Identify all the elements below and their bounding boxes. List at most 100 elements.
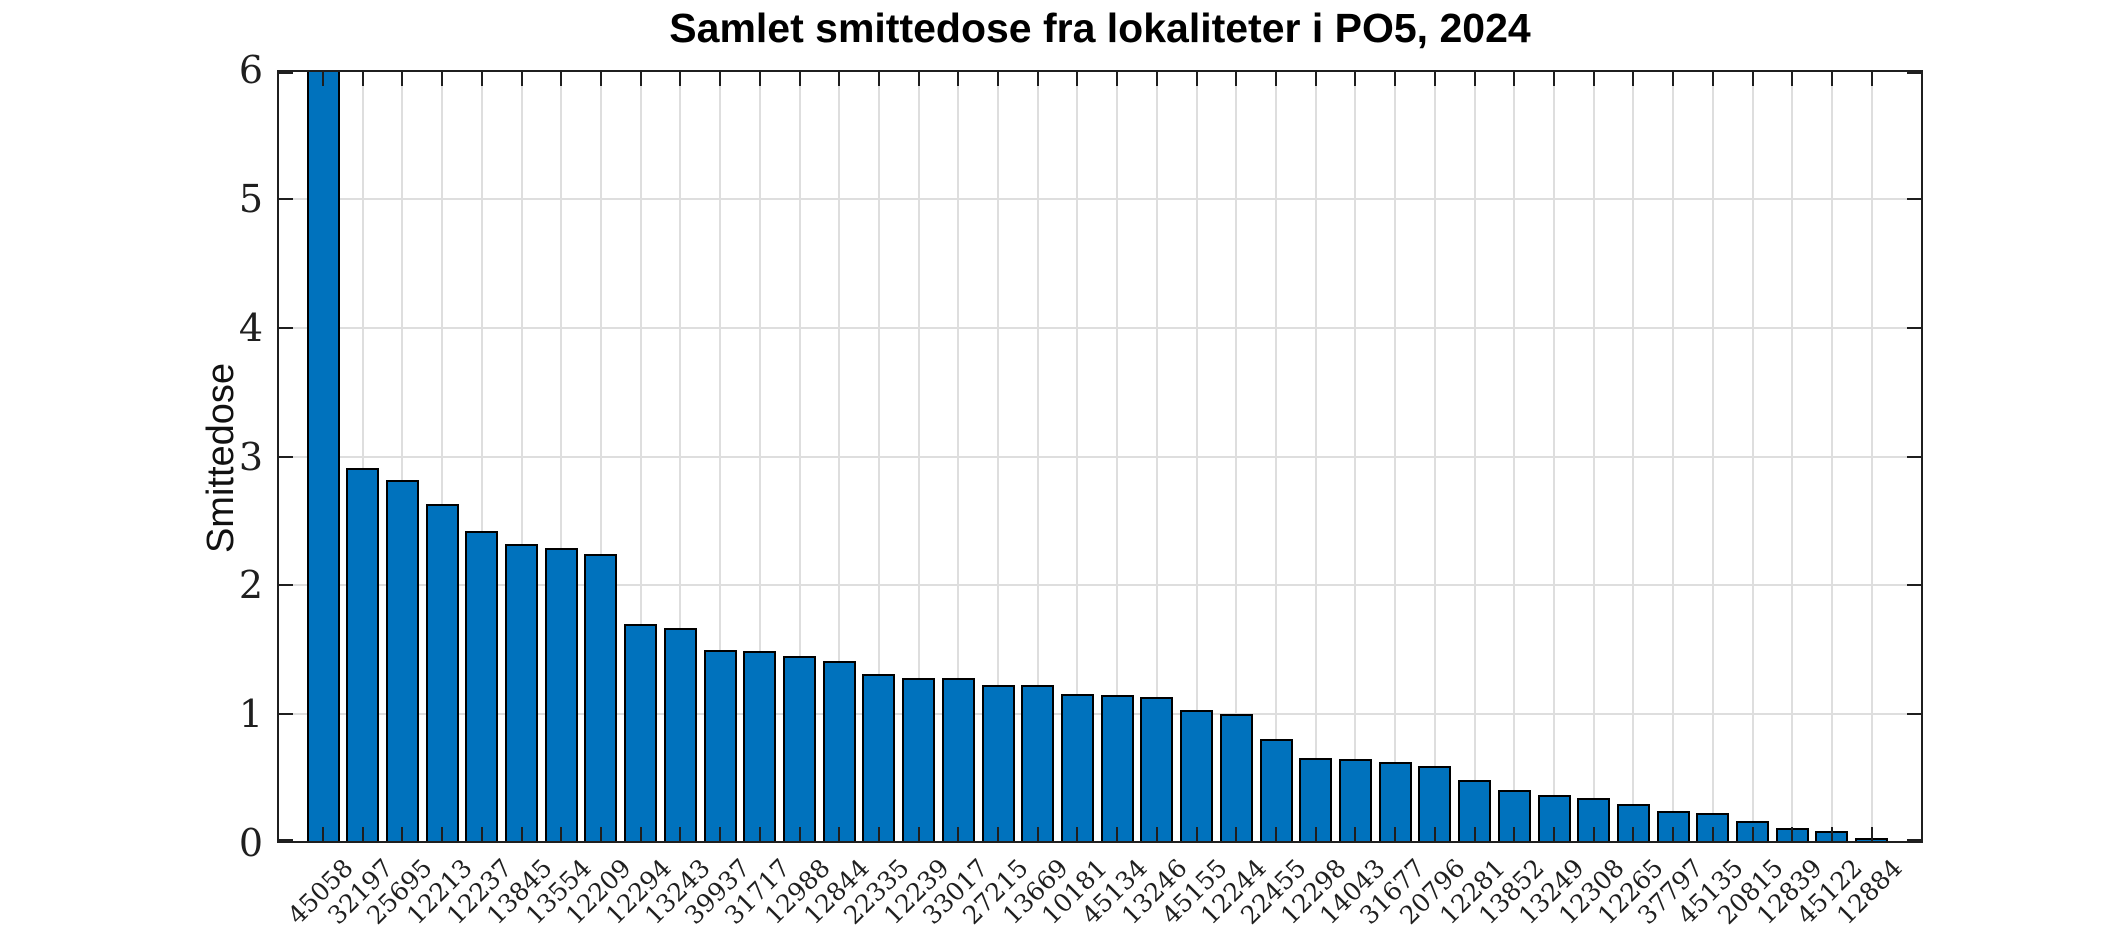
y-tick-label: 5 <box>238 176 263 221</box>
x-tick-mark <box>480 827 483 841</box>
x-tick-mark-top <box>838 72 841 86</box>
gridline-vertical <box>997 70 1000 843</box>
y-tick-mark-left <box>279 326 293 329</box>
bar-33017 <box>941 678 975 843</box>
gridline-vertical <box>1155 70 1158 843</box>
bar-45155 <box>1180 710 1214 843</box>
gridline-horizontal <box>277 584 1923 587</box>
gridline-vertical <box>599 70 602 843</box>
x-tick-mark-top <box>1711 72 1714 86</box>
x-tick-mark-top <box>1791 72 1794 86</box>
x-tick-mark-top <box>917 72 920 86</box>
x-tick-mark <box>401 827 404 841</box>
bar-27215 <box>981 684 1015 843</box>
x-tick-mark-top <box>1314 72 1317 86</box>
x-tick-mark <box>361 827 364 841</box>
gridline-vertical <box>1751 70 1754 843</box>
x-tick-mark-top <box>1632 72 1635 86</box>
x-tick-mark-top <box>1830 72 1833 86</box>
gridline-vertical <box>1592 70 1595 843</box>
gridline-vertical <box>1553 70 1555 843</box>
bar-13554 <box>544 547 578 843</box>
x-tick-mark-top <box>957 72 960 86</box>
gridline-vertical <box>401 70 404 843</box>
gridline-vertical <box>1235 70 1238 843</box>
x-tick-mark <box>1870 827 1873 841</box>
x-tick-mark <box>1711 827 1714 841</box>
gridline-vertical <box>1473 70 1476 843</box>
y-tick-mark-right <box>1907 839 1921 841</box>
x-tick-mark-top <box>361 72 364 86</box>
gridline-vertical <box>877 70 880 843</box>
x-tick-mark <box>1314 827 1317 841</box>
x-tick-mark-top <box>1473 72 1476 86</box>
gridline-vertical <box>1672 70 1675 843</box>
gridline-vertical <box>679 70 682 843</box>
gridline-vertical <box>1116 70 1119 843</box>
bar-32197 <box>346 468 380 843</box>
x-tick-mark-top <box>1513 72 1516 86</box>
gridline-vertical <box>1791 70 1794 843</box>
y-tick-label: 3 <box>238 434 263 479</box>
gridline-vertical <box>719 70 722 843</box>
y-tick-mark-left <box>279 72 293 74</box>
x-tick-mark <box>599 827 602 841</box>
gridline-vertical <box>957 70 960 843</box>
gridline-vertical <box>1513 70 1516 843</box>
y-tick-mark-right <box>1907 713 1921 716</box>
bar-45058 <box>306 70 340 843</box>
y-tick-mark-left <box>279 455 293 458</box>
y-tick-mark-left <box>279 713 293 716</box>
gridline-vertical <box>1314 70 1317 843</box>
bar-12237 <box>465 531 499 843</box>
x-tick-mark <box>758 827 761 841</box>
x-tick-mark <box>719 827 722 841</box>
x-tick-mark <box>1235 827 1238 841</box>
gridline-vertical <box>1354 70 1357 843</box>
gridline-horizontal <box>277 713 1923 716</box>
gridline-vertical <box>917 70 920 843</box>
bar-12294 <box>624 623 658 843</box>
x-tick-mark-top <box>1235 72 1238 86</box>
y-tick-mark-left <box>279 197 293 200</box>
x-tick-mark <box>917 827 920 841</box>
y-tick-label: 4 <box>238 305 263 350</box>
x-tick-mark <box>877 827 880 841</box>
x-tick-mark-top <box>520 72 523 86</box>
x-tick-mark <box>997 827 1000 841</box>
x-tick-mark-top <box>798 72 801 86</box>
x-tick-mark <box>560 827 563 841</box>
gridline-horizontal <box>277 455 1923 458</box>
x-tick-mark <box>1076 827 1079 841</box>
x-tick-mark <box>1513 827 1516 841</box>
x-tick-mark <box>1672 827 1675 841</box>
y-tick-label: 2 <box>238 563 263 608</box>
gridline-vertical <box>1036 70 1039 843</box>
x-tick-mark-top <box>1870 72 1873 86</box>
x-tick-mark <box>1751 827 1754 841</box>
gridline-vertical <box>361 70 364 843</box>
bar-12844 <box>822 661 856 843</box>
x-tick-mark-top <box>1592 72 1595 86</box>
x-tick-mark <box>1473 827 1476 841</box>
y-tick-mark-right <box>1907 455 1921 458</box>
x-tick-mark-top <box>1672 72 1675 86</box>
x-tick-mark-top <box>1195 72 1198 86</box>
y-tick-label: 6 <box>238 48 263 92</box>
y-tick-mark-left <box>279 839 293 841</box>
gridline-vertical <box>1394 70 1397 843</box>
x-tick-mark <box>838 827 841 841</box>
x-tick-mark-top <box>1751 72 1754 86</box>
bar-12239 <box>902 678 936 843</box>
gridline-vertical <box>1433 70 1436 843</box>
x-tick-mark-top <box>1354 72 1357 86</box>
bar-10181 <box>1060 693 1094 843</box>
x-tick-mark-top <box>758 72 761 86</box>
bar-12213 <box>425 504 459 843</box>
gridline-vertical <box>1195 70 1198 843</box>
plot-area <box>277 70 1923 843</box>
x-tick-mark-top <box>1275 72 1278 86</box>
gridline-vertical <box>1275 70 1278 843</box>
bar-13243 <box>663 627 697 843</box>
